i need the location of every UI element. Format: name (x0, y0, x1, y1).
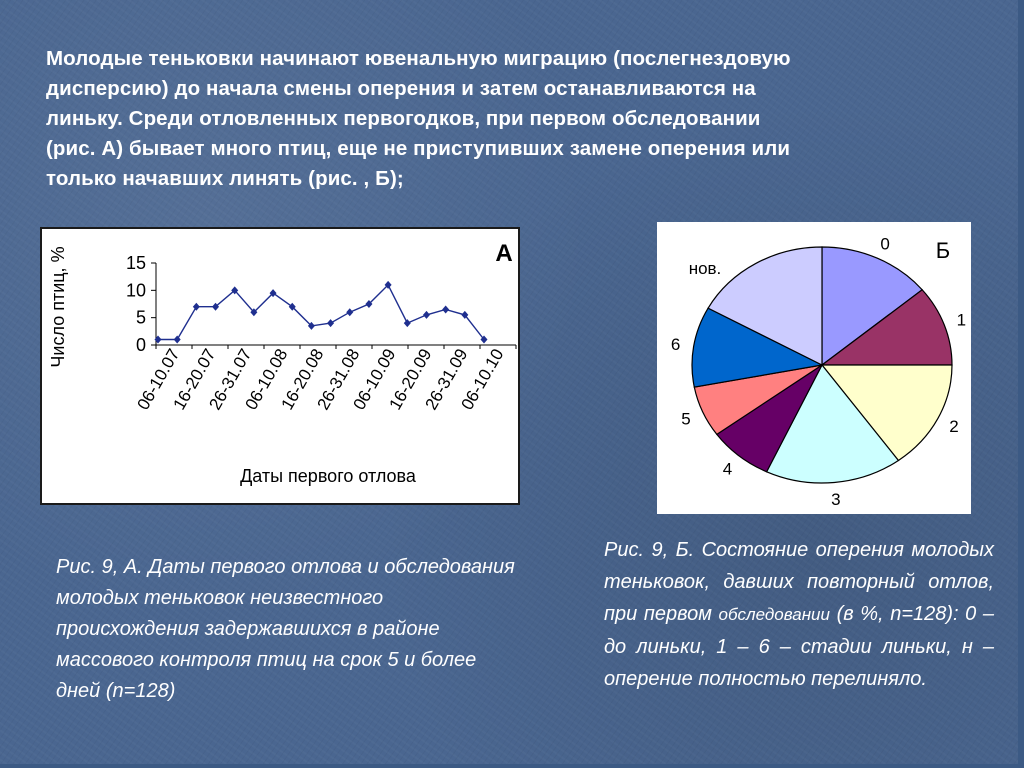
chart-b-panel: 0 1 2 3 4 5 6 нов. Б (657, 222, 971, 514)
pie-slice (707, 246, 823, 366)
data-point (307, 321, 315, 330)
caption-b-part1: Рис. 9, Б. Состояние оперения молодых те… (604, 539, 994, 625)
y-tick-label: 10 (126, 280, 146, 300)
series-line (158, 283, 485, 341)
data-point (442, 305, 450, 314)
data-point (269, 289, 277, 298)
data-point (480, 335, 488, 344)
data-point (327, 319, 335, 328)
data-point (461, 310, 469, 319)
pie-label: 6 (671, 335, 680, 354)
data-point (346, 308, 354, 317)
pie-label: нов. (689, 259, 722, 278)
data-point (212, 302, 220, 311)
data-point (365, 300, 373, 308)
line-chart-a: 05101506-10.0716-20.0726-31.0706-10.0816… (48, 240, 517, 486)
data-point (403, 319, 411, 328)
y-tick-label: 0 (136, 335, 146, 355)
data-point (250, 308, 258, 317)
pie-slice (820, 288, 953, 366)
y-tick-label: 15 (126, 253, 146, 273)
y-tick-label: 5 (136, 308, 146, 328)
caption-a: Рис. 9, А. Даты первого отлова и обследо… (56, 556, 515, 702)
pie-label: 2 (949, 417, 958, 436)
pie-slice (821, 246, 924, 367)
panel-label-a: А (495, 240, 512, 267)
pie-slice (691, 307, 824, 388)
x-axis-title: Даты первого отлова (240, 466, 417, 486)
data-point (231, 286, 239, 295)
data-point (192, 302, 200, 311)
pie-label: 4 (723, 460, 732, 479)
caption-b: Рис. 9, Б. Состояние оперения молодых те… (604, 534, 994, 695)
pie-slice (820, 364, 953, 462)
y-axis-title: Число птиц, % (48, 246, 68, 367)
data-point (384, 280, 392, 289)
caption-b-part2: обследовании (718, 605, 830, 624)
pie-label: 1 (957, 310, 966, 329)
data-point (173, 335, 181, 344)
chart-a-panel: 0 5 10 15 06-10.07 16-20.07 26-31.07 06-10.08 16… (40, 227, 520, 505)
data-point (154, 335, 162, 344)
data-point (422, 310, 430, 319)
caption-b-part3: (в %, n=128): 0 – до линьки, 1 – 6 – ста… (604, 603, 995, 690)
pie-chart-b: 0 1 2 3 4 5 6 нов. Б (671, 234, 966, 509)
data-point (288, 302, 296, 311)
pie-label: 0 (880, 234, 889, 253)
pie-label: 3 (831, 490, 840, 509)
pie-label: 5 (681, 409, 690, 428)
pie-slice (765, 363, 900, 484)
panel-label-b: Б (936, 238, 950, 263)
intro-text: Молодые теньковки начинают ювенальную ми… (46, 47, 791, 190)
